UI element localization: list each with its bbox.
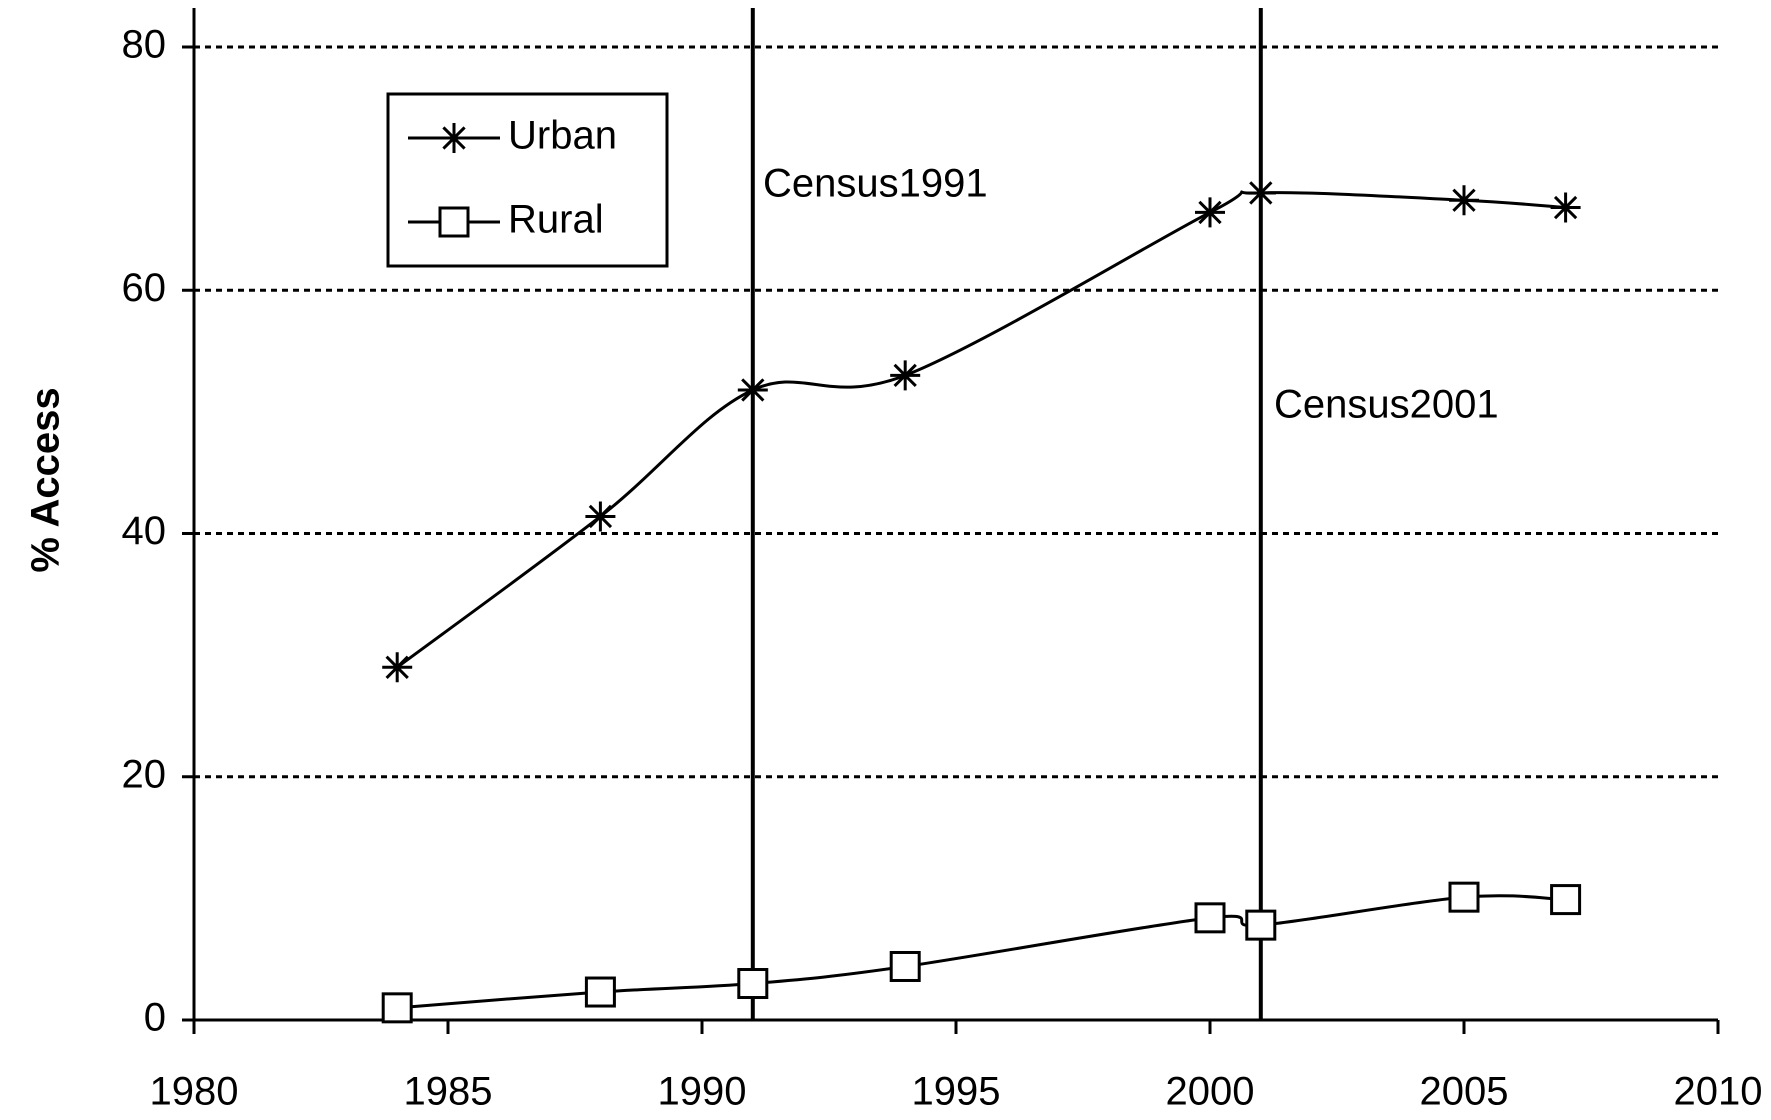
y-tick-label: 20 bbox=[122, 752, 167, 796]
marker bbox=[1245, 909, 1277, 941]
x-tick-label: 1990 bbox=[658, 1070, 747, 1114]
legend-box bbox=[386, 92, 669, 268]
annotation-text: Census2001 bbox=[1274, 383, 1499, 427]
x-tick-label: 2000 bbox=[1166, 1070, 1255, 1114]
x-tick-label: 2010 bbox=[1674, 1070, 1763, 1114]
marker bbox=[1550, 884, 1582, 916]
marker bbox=[1194, 902, 1226, 934]
marker bbox=[737, 968, 769, 1000]
x-tick-label: 1985 bbox=[404, 1070, 493, 1114]
marker bbox=[737, 374, 768, 405]
marker bbox=[381, 992, 413, 1024]
marker bbox=[890, 360, 921, 391]
legend-marker bbox=[439, 123, 469, 153]
legend-marker bbox=[438, 206, 470, 238]
y-tick-label: 80 bbox=[122, 23, 167, 67]
marker bbox=[1195, 197, 1225, 228]
marker bbox=[1245, 177, 1276, 208]
legend: Urban Rural bbox=[386, 92, 669, 268]
annotation-text: Census1991 bbox=[763, 162, 988, 206]
legend-label: Urban bbox=[508, 114, 617, 158]
marker bbox=[1449, 185, 1479, 216]
marker bbox=[889, 950, 921, 982]
marker bbox=[382, 652, 413, 683]
y-tick-label: 40 bbox=[122, 509, 167, 553]
x-tick-label: 2005 bbox=[1420, 1070, 1509, 1114]
y-tick-label: 60 bbox=[122, 266, 167, 310]
marker bbox=[584, 976, 616, 1008]
marker bbox=[1448, 881, 1480, 913]
legend-label: Rural bbox=[508, 198, 604, 242]
marker bbox=[585, 501, 616, 532]
x-tick-label: 1995 bbox=[912, 1070, 1001, 1114]
y-axis-label: % Access bbox=[24, 387, 68, 572]
y-tick-label: 0 bbox=[144, 996, 166, 1040]
marker bbox=[1550, 192, 1581, 223]
x-tick-label: 1980 bbox=[150, 1070, 239, 1114]
